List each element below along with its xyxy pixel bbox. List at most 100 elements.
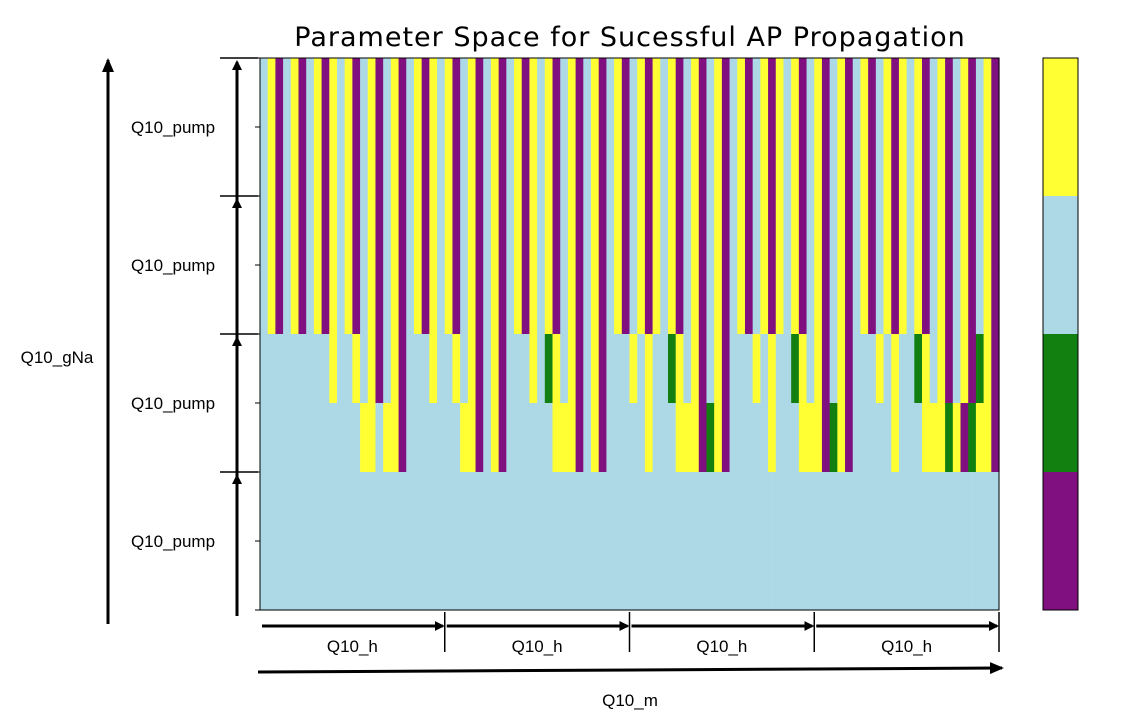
heatmap-cell <box>614 334 623 404</box>
heatmap-cell <box>267 541 276 611</box>
heatmap-cell <box>367 334 377 404</box>
heatmap-cell <box>898 196 908 266</box>
heatmap-cell <box>868 58 877 128</box>
heatmap-cell <box>760 127 769 197</box>
heatmap-cell <box>621 58 631 128</box>
heatmap-cell <box>467 334 477 404</box>
heatmap-cell <box>290 541 300 611</box>
heatmap-cell <box>721 541 731 611</box>
heatmap-cell <box>791 334 800 404</box>
heatmap-cell <box>537 265 546 335</box>
heatmap-cell <box>429 265 438 335</box>
heatmap-cell <box>321 265 330 335</box>
heatmap-cell <box>891 265 900 335</box>
heatmap-cell <box>621 541 631 611</box>
heatmap-cell <box>821 472 831 542</box>
heatmap-cell <box>383 196 392 266</box>
heatmap-cell <box>552 265 561 335</box>
heatmap-cell <box>290 265 300 335</box>
heatmap-cell <box>775 403 785 473</box>
heatmap-cell <box>752 58 761 128</box>
heatmap-cell <box>883 196 892 266</box>
heatmap-cell <box>952 334 962 404</box>
heatmap-cell <box>598 334 608 404</box>
heatmap-cell <box>306 196 315 266</box>
heatmap-cell <box>514 265 523 335</box>
heatmap-cell <box>821 403 831 473</box>
heatmap-cell <box>344 127 353 197</box>
heatmap-cell <box>475 196 484 266</box>
heatmap-cell <box>336 265 346 335</box>
heatmap-cell <box>267 127 276 197</box>
heatmap-cell <box>490 472 500 542</box>
heatmap-cell <box>544 127 554 197</box>
heatmap-cell <box>898 541 908 611</box>
heatmap-cell <box>514 58 523 128</box>
heatmap-cell <box>752 541 761 611</box>
x-outer-label: Q10_m <box>602 691 658 710</box>
heatmap-cell <box>791 58 800 128</box>
heatmap-cell <box>344 334 353 404</box>
heatmap-cell <box>467 541 477 611</box>
heatmap-cell <box>413 541 423 611</box>
heatmap-cell <box>313 403 323 473</box>
heatmap-cell <box>567 196 577 266</box>
heatmap-cell <box>460 127 469 197</box>
heatmap-cell <box>537 58 546 128</box>
heatmap-cell <box>529 196 538 266</box>
heatmap-cell <box>298 265 307 335</box>
heatmap-cell <box>729 541 738 611</box>
heatmap-cell <box>621 472 631 542</box>
heatmap-cell <box>629 472 638 542</box>
heatmap-cell <box>383 541 392 611</box>
heatmap-cell <box>375 472 384 542</box>
heatmap-cell <box>637 58 646 128</box>
heatmap-cell <box>883 403 892 473</box>
heatmap-cell <box>652 196 661 266</box>
heatmap-cell <box>583 58 592 128</box>
heatmap-cell <box>660 403 669 473</box>
heatmap-cell <box>329 334 338 404</box>
heatmap-cell <box>968 58 977 128</box>
heatmap-cell <box>945 541 954 611</box>
heatmap-cell <box>960 472 969 542</box>
heatmap-cell <box>413 334 423 404</box>
heatmap-cell <box>260 472 269 542</box>
heatmap-cell <box>983 127 992 197</box>
heatmap-cell <box>652 58 661 128</box>
heatmap-cell <box>321 403 330 473</box>
heatmap-cell <box>606 334 615 404</box>
heatmap-cell <box>729 472 738 542</box>
heatmap-cell <box>383 403 392 473</box>
heatmap-cell <box>506 334 515 404</box>
heatmap-cell <box>975 127 985 197</box>
heatmap-cell <box>945 58 954 128</box>
heatmap-cell <box>460 265 469 335</box>
heatmap-cell <box>290 334 300 404</box>
heatmap-cell <box>891 127 900 197</box>
heatmap-cell <box>514 541 523 611</box>
heatmap-cell <box>798 127 808 197</box>
heatmap-cell <box>329 196 338 266</box>
heatmap-cell <box>544 541 554 611</box>
heatmap-cell <box>821 127 831 197</box>
heatmap-cell <box>267 403 276 473</box>
heatmap-cell <box>898 58 908 128</box>
heatmap-cell <box>952 472 962 542</box>
heatmap-cell <box>460 196 469 266</box>
heatmap-cell <box>644 196 654 266</box>
heatmap-cell <box>814 541 823 611</box>
heatmap-cell <box>898 403 908 473</box>
heatmap-cell <box>360 196 369 266</box>
heatmap-cell <box>367 265 377 335</box>
heatmap-cell <box>290 127 300 197</box>
heatmap-cell <box>529 472 538 542</box>
heatmap-cell <box>360 265 369 335</box>
heatmap-cell <box>937 127 946 197</box>
heatmap-cell <box>398 58 407 128</box>
heatmap-cell <box>968 196 977 266</box>
heatmap-cell <box>275 58 284 128</box>
heatmap-cell <box>983 196 992 266</box>
heatmap-cell <box>922 541 931 611</box>
heatmap-cell <box>398 334 407 404</box>
